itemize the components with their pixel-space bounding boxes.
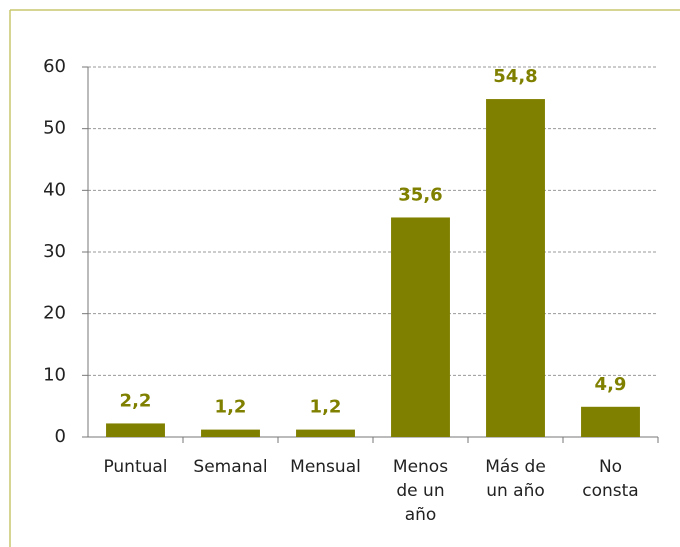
y-tick-label: 20 <box>43 303 66 324</box>
y-tick-label: 0 <box>55 426 66 447</box>
y-tick-label: 30 <box>43 241 66 262</box>
value-label: 35,6 <box>398 184 442 205</box>
bar <box>106 423 165 437</box>
value-label: 54,8 <box>493 66 537 87</box>
y-tick-label: 40 <box>43 179 66 200</box>
y-tick-label: 10 <box>43 364 66 385</box>
x-tick-label: Puntual <box>103 457 168 477</box>
y-tick-label: 60 <box>43 56 66 77</box>
bar <box>486 99 545 438</box>
x-tick-label: Semanal <box>193 457 268 477</box>
value-label: 2,2 <box>120 390 152 411</box>
value-label: 1,2 <box>310 397 342 418</box>
bar <box>296 429 355 437</box>
x-tick-label: Menos de un año <box>392 457 449 525</box>
x-tick-label: Más de un año <box>485 457 546 501</box>
x-tick-label: No consta <box>582 457 639 501</box>
bar <box>391 217 450 437</box>
value-label: 1,2 <box>215 397 247 418</box>
bar <box>201 429 260 437</box>
value-label: 4,9 <box>595 374 627 395</box>
y-tick-label: 50 <box>43 118 66 139</box>
x-tick-label: Mensual <box>290 457 361 477</box>
bar <box>581 406 640 437</box>
